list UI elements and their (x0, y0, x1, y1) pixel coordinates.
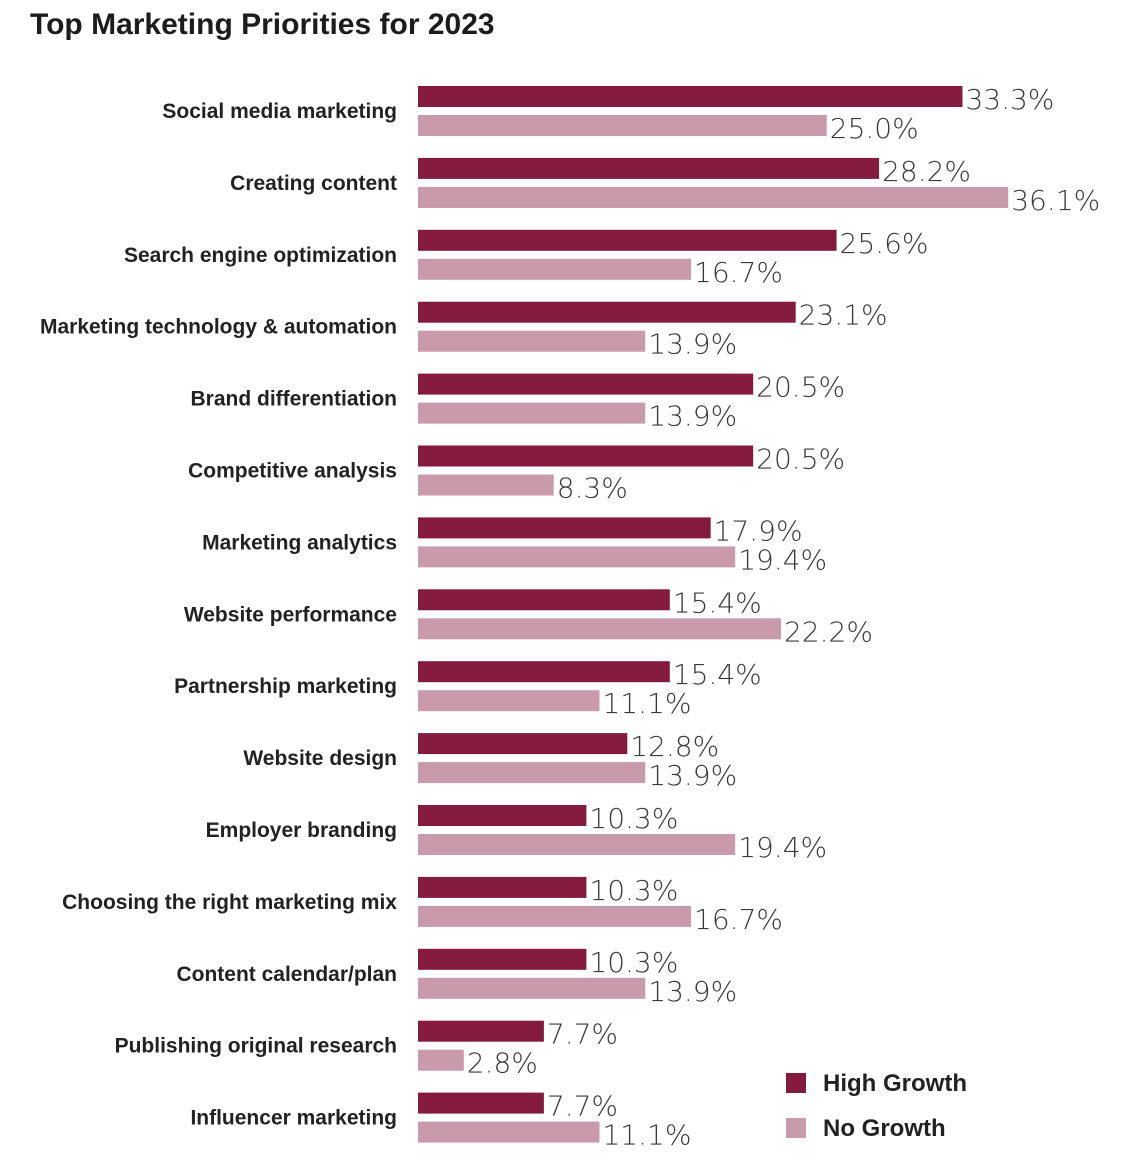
bar (418, 1020, 544, 1042)
bar (418, 86, 963, 107)
category-group: Competitive analysis 20.5% 8.3% (188, 443, 845, 505)
bar (418, 301, 796, 323)
category-label: Employer branding (206, 819, 397, 842)
legend-label: High Growth (823, 1070, 967, 1097)
data-label: 20.5% (756, 371, 845, 404)
bar (418, 905, 692, 927)
data-label: 10.3% (589, 946, 678, 979)
bar (418, 546, 736, 568)
bar (418, 157, 880, 179)
category-group: Creating content 28.2% 36.1% (230, 155, 1100, 217)
data-label: 17.9% (714, 514, 803, 547)
data-label: 2.8% (467, 1047, 538, 1080)
category-label: Brand differentiation (190, 388, 397, 411)
bar (418, 876, 587, 898)
category-label: Competitive analysis (188, 460, 397, 483)
data-label: 13.9% (648, 975, 737, 1008)
legend-swatch (786, 1118, 806, 1138)
category-label: Marketing analytics (202, 531, 397, 554)
data-label: 33.3% (965, 83, 1054, 116)
data-label: 19.4% (738, 543, 827, 576)
legend-swatch (786, 1073, 806, 1093)
category-label: Influencer marketing (190, 1107, 397, 1130)
bar (418, 805, 587, 826)
data-label: 10.3% (589, 874, 678, 907)
category-group: Website performance 15.4% 22.2% (184, 586, 873, 648)
data-label: 16.7% (694, 903, 783, 936)
category-label: Marketing technology & automation (40, 316, 397, 339)
bar (418, 834, 736, 855)
data-label: 11.1% (602, 687, 691, 720)
data-label: 20.5% (756, 443, 845, 476)
category-label: Website design (243, 747, 397, 770)
category-group: Employer branding 10.3% 19.4% (206, 802, 828, 864)
category-group: Marketing analytics 17.9%19.4% (202, 514, 827, 576)
bar (418, 229, 837, 251)
data-label: 7.7% (547, 1090, 618, 1123)
bar (418, 258, 692, 280)
category-label: Social media marketing (162, 100, 397, 123)
bar (418, 445, 754, 467)
category-group: Website design 12.8%13.9% (243, 730, 737, 792)
bar (418, 402, 646, 424)
bar (418, 1049, 464, 1071)
bars-layer: Social media marketing 33.3% 25.0% Creating… (40, 83, 1100, 1152)
bar (418, 330, 646, 352)
category-label: Creating content (230, 172, 397, 195)
category-group: Content calendar/plan 10.3%13.9% (176, 946, 737, 1008)
bar (418, 517, 711, 539)
data-label: 10.3% (589, 802, 678, 835)
bar (418, 618, 781, 640)
category-label: Publishing original research (115, 1035, 397, 1058)
data-label: 28.2% (882, 155, 971, 188)
data-label: 36.1% (1011, 184, 1100, 217)
data-label: 19.4% (738, 831, 827, 864)
bar (418, 733, 628, 755)
legend-label: No Growth (823, 1115, 946, 1142)
data-label: 12.8% (630, 730, 719, 763)
bar (418, 1092, 544, 1114)
bar (418, 1121, 600, 1143)
category-label: Choosing the right marketing mix (62, 891, 397, 914)
bar (418, 762, 646, 784)
bar (418, 948, 587, 970)
data-label: 25.0% (830, 112, 919, 145)
legend: High Growth No Growth (786, 1070, 967, 1142)
data-label: 16.7% (694, 256, 783, 289)
bar (418, 589, 670, 611)
category-group: Influencer marketing 7.7%11.1% (190, 1090, 691, 1152)
data-label: 13.9% (648, 759, 737, 792)
category-group: Search engine optimization 25.6% 16.7% (124, 227, 929, 289)
bar (418, 186, 1009, 208)
bar (418, 661, 670, 683)
category-label: Partnership marketing (174, 675, 397, 698)
category-label: Website performance (184, 603, 397, 626)
bar (418, 690, 600, 712)
data-label: 11.1% (602, 1119, 691, 1152)
category-label: Search engine optimization (124, 244, 397, 267)
data-label: 8.3% (557, 472, 628, 505)
data-label: 22.2% (784, 615, 873, 648)
category-group: Publishing original research 7.7% 2.8% (115, 1018, 618, 1080)
category-group: Brand differentiation 20.5% 13.9% (190, 371, 845, 433)
data-label: 23.1% (799, 299, 888, 332)
bar (418, 977, 646, 999)
data-label: 13.9% (648, 400, 737, 433)
data-label: 13.9% (648, 328, 737, 361)
category-group: Choosing the right marketing mix 10.3% 16.… (62, 874, 783, 936)
data-label: 15.4% (673, 658, 762, 691)
data-label: 7.7% (547, 1018, 618, 1051)
category-label: Content calendar/plan (176, 963, 397, 986)
chart-title: Top Marketing Priorities for 2023 (30, 8, 495, 41)
bar (418, 373, 754, 395)
category-group: Partnership marketing 15.4%11.1% (174, 658, 762, 720)
category-group: Marketing technology & automation 23.1% 13… (40, 299, 888, 361)
bar (418, 115, 827, 136)
bar (418, 474, 554, 496)
data-label: 15.4% (673, 586, 762, 619)
category-group: Social media marketing 33.3% 25.0% (162, 83, 1054, 145)
data-label: 25.6% (840, 227, 929, 260)
